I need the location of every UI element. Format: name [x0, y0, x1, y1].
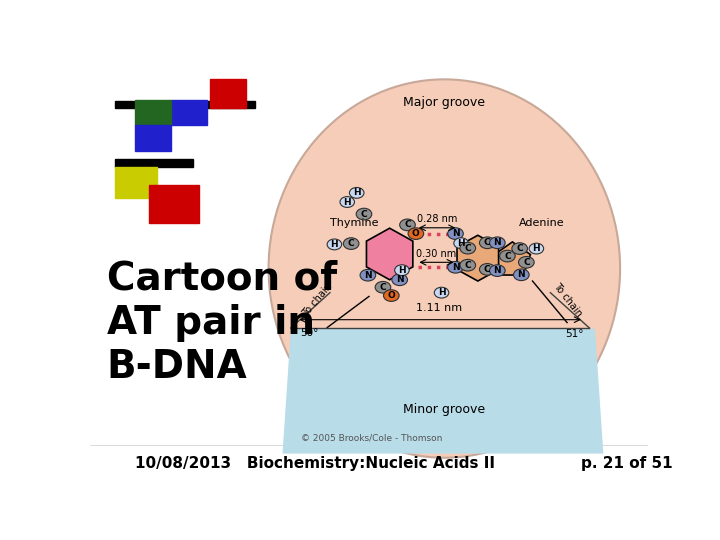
Circle shape — [512, 243, 528, 254]
Text: H: H — [398, 266, 406, 275]
Text: C: C — [464, 261, 471, 269]
Text: p. 21 of 51: p. 21 of 51 — [581, 456, 672, 471]
Circle shape — [490, 237, 505, 248]
Text: C: C — [379, 283, 386, 292]
Text: H: H — [533, 244, 540, 253]
Text: 50°: 50° — [300, 328, 318, 338]
Bar — [210, 79, 246, 109]
Text: C: C — [484, 238, 490, 247]
Text: C: C — [348, 239, 354, 248]
Text: H: H — [438, 288, 446, 297]
Text: N: N — [493, 266, 501, 275]
Bar — [135, 125, 171, 151]
Text: H: H — [343, 198, 351, 206]
Text: 0.28 nm: 0.28 nm — [417, 214, 457, 225]
Bar — [115, 159, 193, 167]
Circle shape — [349, 187, 364, 198]
Circle shape — [490, 265, 505, 276]
Text: © 2005 Brooks/Cole - Thomson: © 2005 Brooks/Cole - Thomson — [301, 434, 443, 443]
Circle shape — [460, 259, 476, 271]
Text: C: C — [523, 258, 530, 267]
Text: N: N — [451, 263, 459, 272]
Ellipse shape — [269, 79, 620, 458]
Text: Thymine: Thymine — [330, 218, 378, 228]
Bar — [115, 167, 157, 198]
Circle shape — [375, 281, 391, 293]
Text: C: C — [504, 252, 510, 261]
Circle shape — [480, 264, 495, 275]
Text: H: H — [353, 188, 361, 197]
Circle shape — [448, 228, 463, 239]
Text: N: N — [451, 229, 459, 238]
Circle shape — [392, 274, 408, 286]
Text: H: H — [457, 239, 465, 248]
Circle shape — [500, 250, 516, 262]
Circle shape — [360, 269, 376, 281]
Text: C: C — [361, 210, 367, 219]
Text: N: N — [364, 271, 372, 280]
Text: Minor groove: Minor groove — [403, 403, 485, 416]
Circle shape — [518, 256, 534, 268]
Text: Adenine: Adenine — [519, 218, 564, 228]
Circle shape — [356, 208, 372, 220]
Text: C: C — [404, 220, 411, 230]
Circle shape — [460, 242, 476, 254]
Text: 0.30 nm: 0.30 nm — [416, 249, 456, 259]
Text: C: C — [484, 265, 490, 274]
Circle shape — [448, 261, 463, 273]
Circle shape — [408, 228, 423, 239]
Bar — [115, 101, 255, 109]
Circle shape — [395, 265, 409, 275]
Text: 1.11 nm: 1.11 nm — [415, 303, 462, 313]
Text: 10/08/2013   Biochemistry:Nucleic Acids II: 10/08/2013 Biochemistry:Nucleic Acids II — [135, 456, 495, 471]
Polygon shape — [457, 235, 498, 281]
Circle shape — [343, 238, 359, 249]
Text: C: C — [464, 244, 471, 253]
Text: O: O — [412, 229, 420, 238]
Text: N: N — [493, 238, 501, 247]
Polygon shape — [495, 242, 531, 275]
Bar — [171, 100, 207, 125]
Text: C: C — [516, 244, 523, 253]
Circle shape — [400, 219, 415, 231]
Bar — [135, 100, 171, 125]
Bar — [148, 185, 199, 223]
Circle shape — [434, 287, 449, 298]
Polygon shape — [282, 329, 603, 454]
Text: 51°: 51° — [565, 329, 584, 339]
Text: To chain: To chain — [552, 281, 584, 319]
Text: To chain: To chain — [300, 281, 334, 318]
Text: O: O — [387, 291, 395, 300]
Polygon shape — [366, 228, 413, 280]
Circle shape — [480, 237, 495, 248]
Circle shape — [340, 197, 354, 207]
Circle shape — [513, 269, 529, 281]
Circle shape — [327, 239, 342, 250]
Circle shape — [454, 238, 468, 248]
Text: H: H — [330, 240, 338, 249]
Circle shape — [384, 290, 399, 301]
Text: Major groove: Major groove — [403, 96, 485, 109]
Text: N: N — [518, 271, 525, 279]
Circle shape — [529, 243, 544, 254]
Text: Cartoon of
AT pair in
B-DNA: Cartoon of AT pair in B-DNA — [107, 260, 337, 386]
Text: N: N — [396, 275, 403, 284]
